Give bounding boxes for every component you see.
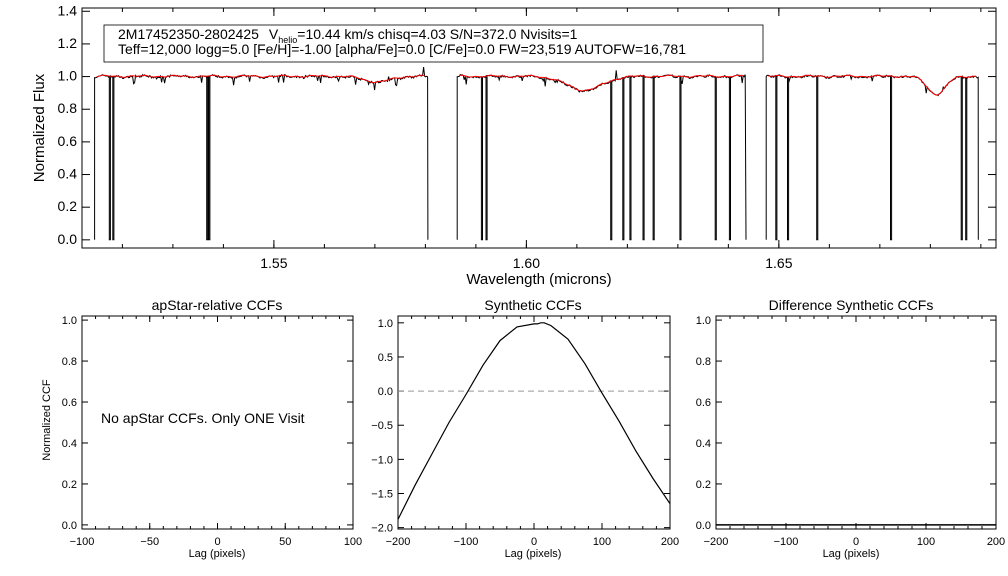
spectrum-data <box>94 67 979 241</box>
apstar-x-label: Lag (pixels) <box>189 548 246 560</box>
difference-y-tick-label: 0.2 <box>696 479 711 491</box>
difference-y-tick-label: 1.0 <box>696 315 711 327</box>
apstar-x-ticks: −100 −50 0 50 100 <box>70 316 362 548</box>
difference-y-tick-label: 0.6 <box>696 397 711 409</box>
spectrum-y-tick-label: 0.4 <box>58 166 78 182</box>
apstar-y-tick-label: 0.4 <box>62 438 77 450</box>
apstar-ccf-title: apStar-relative CCFs <box>152 297 283 313</box>
spectrum-x-tick-label: 1.60 <box>513 255 540 271</box>
apstar-y-tick-label: 0.0 <box>62 520 77 532</box>
synthetic-x-label: Lag (pixels) <box>505 548 562 560</box>
synthetic-x-tick-label: −100 <box>454 536 479 548</box>
difference-y-ticks: 0.0 0.2 0.4 0.6 0.8 1.0 <box>696 315 996 532</box>
synthetic-ccf-plot: Synthetic CCFs −2.0 −1.5 −1.0 −0.5 0.0 0.5 1.0… <box>371 297 679 560</box>
spectrum-x-tick-label: 1.65 <box>765 255 792 271</box>
spectrum-x-label: Wavelength (microns) <box>466 271 611 288</box>
difference-ccf-plot: Difference Synthetic CCFs 0.00.20.40.60.… <box>696 297 1005 560</box>
synthetic-ccf-title: Synthetic CCFs <box>484 297 581 313</box>
apstar-x-tick-label: −50 <box>140 536 159 548</box>
difference-x-tick-label: −200 <box>704 536 729 548</box>
spectrum-y-tick-label: 1.4 <box>58 2 78 18</box>
synthetic-x-ticks: −200 −100 0 100 200 <box>386 316 679 548</box>
synthetic-y-tick-label: 0.0 <box>378 386 393 398</box>
difference-ccf-title: Difference Synthetic CCFs <box>769 297 934 313</box>
observed-spectrum-line <box>94 67 979 241</box>
synthetic-y-tick-label: 0.5 <box>378 352 393 364</box>
apstar-y-tick-label: 1.0 <box>62 315 77 327</box>
synthetic-y-ticks: −2.0 −1.5 −1.0 −0.5 0.0 0.5 1.0 <box>371 318 670 535</box>
apstar-x-tick-label: −100 <box>70 536 95 548</box>
spectrum-y-label: Normalized Flux <box>31 73 48 182</box>
synthetic-x-tick-label: 0 <box>531 536 537 548</box>
difference-x-tick-label: 100 <box>917 536 935 548</box>
difference-y-tick-label: 0.0 <box>696 520 711 532</box>
spectrum-y-ticks: 0.0 0.2 0.4 0.6 0.8 1.0 1.2 1.4 <box>58 2 996 247</box>
star-id: 2M17452350-2802425 <box>118 26 259 42</box>
apstar-y-tick-label: 0.6 <box>62 397 77 409</box>
info-line-1: 2M17452350-2802425 Vhelio=10.44 km/s chis… <box>118 26 578 45</box>
apstar-x-tick-label: 50 <box>279 536 291 548</box>
spectrum-y-tick-label: 0.8 <box>58 100 78 116</box>
spectrum-y-tick-label: 0.6 <box>58 133 78 149</box>
difference-ccf-frame <box>715 315 997 530</box>
difference-x-tick-label: 200 <box>987 536 1005 548</box>
apstar-y-label: Normalized CCF <box>41 379 53 461</box>
spectrum-plot: 0.0 0.2 0.4 0.6 0.8 1.0 1.2 1.4 1.55 1.60 1.65 2M… <box>31 2 997 288</box>
apstar-x-tick-label: 0 <box>214 536 220 548</box>
synthetic-x-tick-label: 100 <box>593 536 611 548</box>
synthetic-y-tick-label: −1.0 <box>371 454 393 466</box>
velocity-symbol: V <box>269 26 279 42</box>
apstar-ccf-plot: apStar-relative CCFs 0.00.20.40.60.81.0 … <box>41 297 362 560</box>
spectrum-frame <box>81 7 997 249</box>
synthetic-y-tick-label: −2.0 <box>371 523 393 535</box>
difference-y-tick-label: 0.8 <box>696 356 711 368</box>
spectrum-x-ticks: 1.55 1.60 1.65 <box>121 8 982 271</box>
synthetic-y-tick-label: −1.5 <box>371 489 393 501</box>
spectrum-y-tick-label: 0.2 <box>58 198 78 214</box>
model-spectrum-line <box>96 74 977 96</box>
apstar-y-ticks: 0.0 0.2 0.4 0.6 0.8 1.0 <box>62 315 353 532</box>
spectrum-x-tick-label: 1.55 <box>260 255 287 271</box>
apstar-x-tick-label: 100 <box>344 536 362 548</box>
info-line-2: Teff=12,000 logg=5.0 [Fe/H]=-1.00 [alpha… <box>118 41 686 57</box>
synthetic-ccf-frame <box>397 315 671 530</box>
spectrum-y-tick-label: 0.0 <box>58 231 78 247</box>
difference-x-ticks: −200 −100 0 100 200 <box>704 316 1005 548</box>
difference-y-tick-label: 0.4 <box>696 438 711 450</box>
difference-x-tick-label: −100 <box>774 536 799 548</box>
apstar-y-tick-label: 0.2 <box>62 479 77 491</box>
synthetic-y-tick-label: 1.0 <box>378 318 393 330</box>
synthetic-y-tick-label: −0.5 <box>371 420 393 432</box>
synthetic-x-tick-label: 200 <box>661 536 679 548</box>
synthetic-x-tick-label: −200 <box>386 536 411 548</box>
info-line-1-values: =10.44 km/s chisq=4.03 S/N=372.0 Nvisits… <box>297 26 577 42</box>
apstar-y-tick-label: 0.8 <box>62 356 77 368</box>
synthetic-ccf-line <box>397 322 671 520</box>
spectrum-y-tick-label: 1.2 <box>58 35 78 51</box>
spectrum-y-tick-label: 1.0 <box>58 68 78 84</box>
info-box <box>103 24 764 63</box>
apstar-annotation: No apStar CCFs. Only ONE Visit <box>101 410 305 426</box>
velocity-subscript: helio <box>278 35 297 45</box>
difference-x-tick-label: 0 <box>853 536 859 548</box>
difference-x-label: Lag (pixels) <box>823 548 880 560</box>
